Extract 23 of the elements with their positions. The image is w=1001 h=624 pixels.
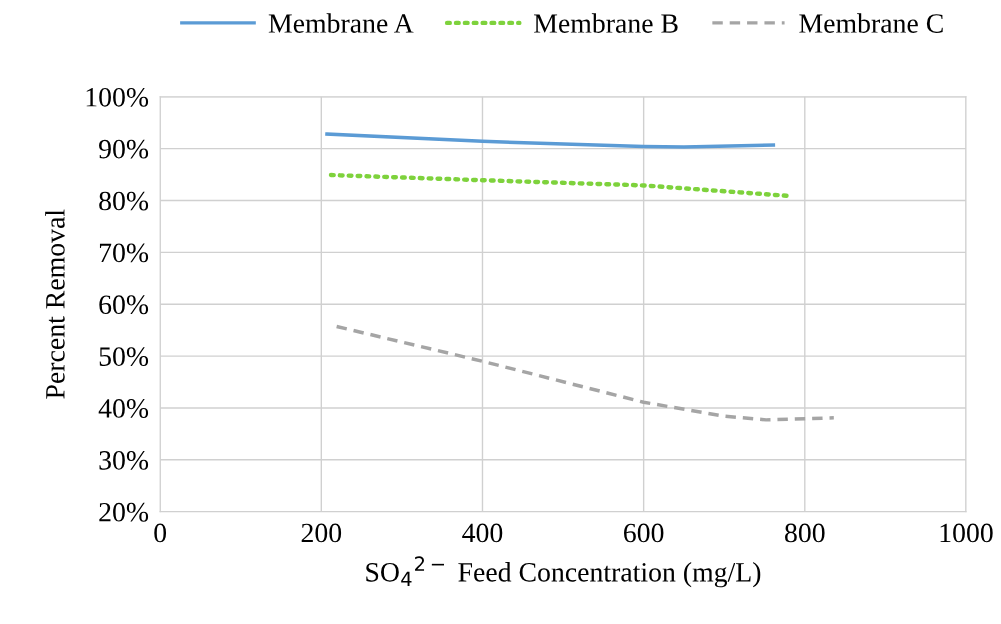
y-tick-label: 20% [99, 502, 149, 522]
x-tick-label: 600 [624, 523, 664, 543]
y-tick-label: 80% [99, 191, 149, 211]
legend-label: Membrane C [799, 13, 943, 33]
line-series [334, 324, 836, 422]
legend-label: Membrane B [534, 13, 678, 33]
x-tick-label: 200 [301, 523, 342, 543]
x-tick-label: 1000 [940, 523, 993, 543]
line-series [325, 132, 776, 149]
y-tick-label: 40% [98, 399, 149, 418]
y-tick-label: 90% [99, 139, 149, 159]
y-tick-label: 50% [99, 347, 149, 367]
y-tick-label: 70% [99, 243, 149, 263]
legend-label: Membrane A [268, 13, 414, 33]
x-axis-title: SO$_{4}$$^{2−}$ Feed Concentration (mg/L) [366, 556, 761, 588]
line-series [328, 172, 790, 199]
y-tick-label: 60% [99, 295, 149, 315]
y-tick-label: 100% [86, 87, 149, 107]
y-tick-label: 30% [99, 450, 149, 470]
x-tick-label: 0 [154, 523, 167, 543]
x-tick-label: 800 [785, 523, 825, 543]
y-axis-title: Percent Removal [45, 209, 65, 399]
x-tick-label: 400 [462, 523, 503, 543]
